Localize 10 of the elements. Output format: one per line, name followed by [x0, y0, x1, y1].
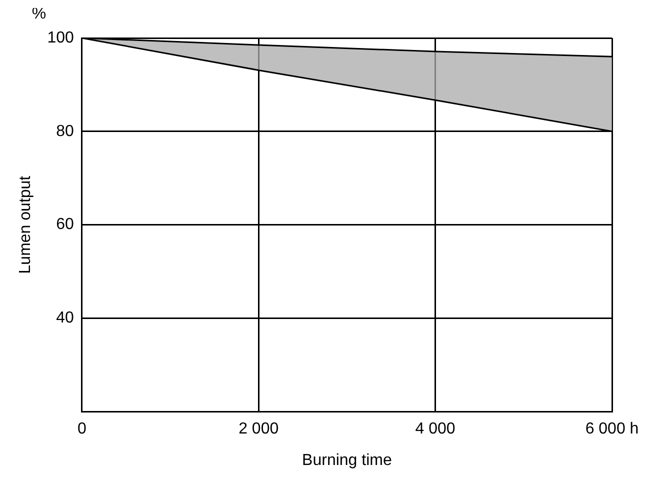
- x-tick-label: 2 000: [238, 420, 279, 438]
- y-axis-title: Lumen output: [17, 175, 34, 274]
- y-tick-label: 40: [56, 310, 74, 327]
- x-tick-label: 4 000: [415, 420, 456, 438]
- x-tick-label: 6 000 h: [585, 420, 639, 438]
- y-tick-label: 60: [56, 216, 74, 234]
- y-tick-label: 80: [56, 122, 74, 140]
- y-tick-label: 100: [47, 29, 74, 46]
- x-tick-label: 0: [77, 420, 86, 438]
- x-axis-title: Burning time: [302, 452, 392, 469]
